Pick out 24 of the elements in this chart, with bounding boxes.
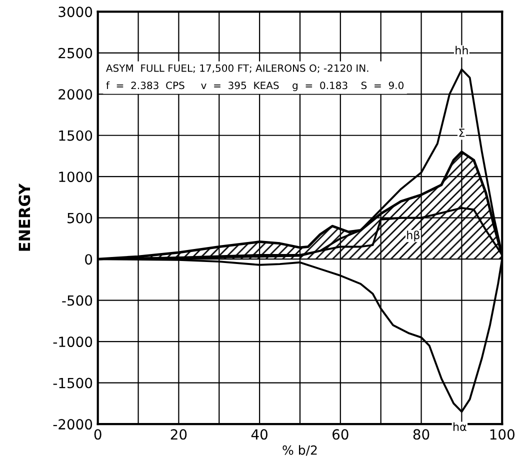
y-tick-label: 3000: [58, 6, 92, 18]
y-tick-label: 1000: [59, 172, 92, 182]
series-label: Σ: [459, 128, 464, 137]
y-tick-label: -1500: [53, 378, 92, 388]
series-label: hβ: [407, 230, 420, 242]
y-tick-label: 2000: [58, 89, 92, 100]
y-tick-label: 0: [85, 254, 92, 265]
y-tick-label: -500: [62, 295, 92, 306]
x-tick-label: 40: [251, 429, 268, 440]
y-axis-title: ENERGY: [18, 183, 30, 251]
x-tick-label: 60: [332, 429, 348, 440]
y-tick-label: -2000: [53, 419, 92, 430]
x-axis-title: % b/2: [282, 445, 317, 456]
x-tick-label: 0: [94, 429, 102, 440]
series-label: hα: [454, 422, 466, 431]
y-tick-label: 500: [68, 212, 92, 224]
y-tick-label: -1000: [53, 336, 92, 348]
series-label: hh: [456, 46, 468, 54]
y-tick-label: 1500: [59, 130, 92, 141]
x-tick-label: 20: [170, 429, 187, 440]
x-tick-label: 100: [490, 429, 514, 440]
annotation: ASYM FULL FUEL; 17,500 FT; AILERONS O; -2120 IN. f = 2.383 CPS v = 395 KEAS g = 0.183 S = 9.0: [106, 64, 404, 92]
x-tick-label: 80: [413, 429, 430, 440]
y-tick-label: 2500: [58, 48, 92, 58]
